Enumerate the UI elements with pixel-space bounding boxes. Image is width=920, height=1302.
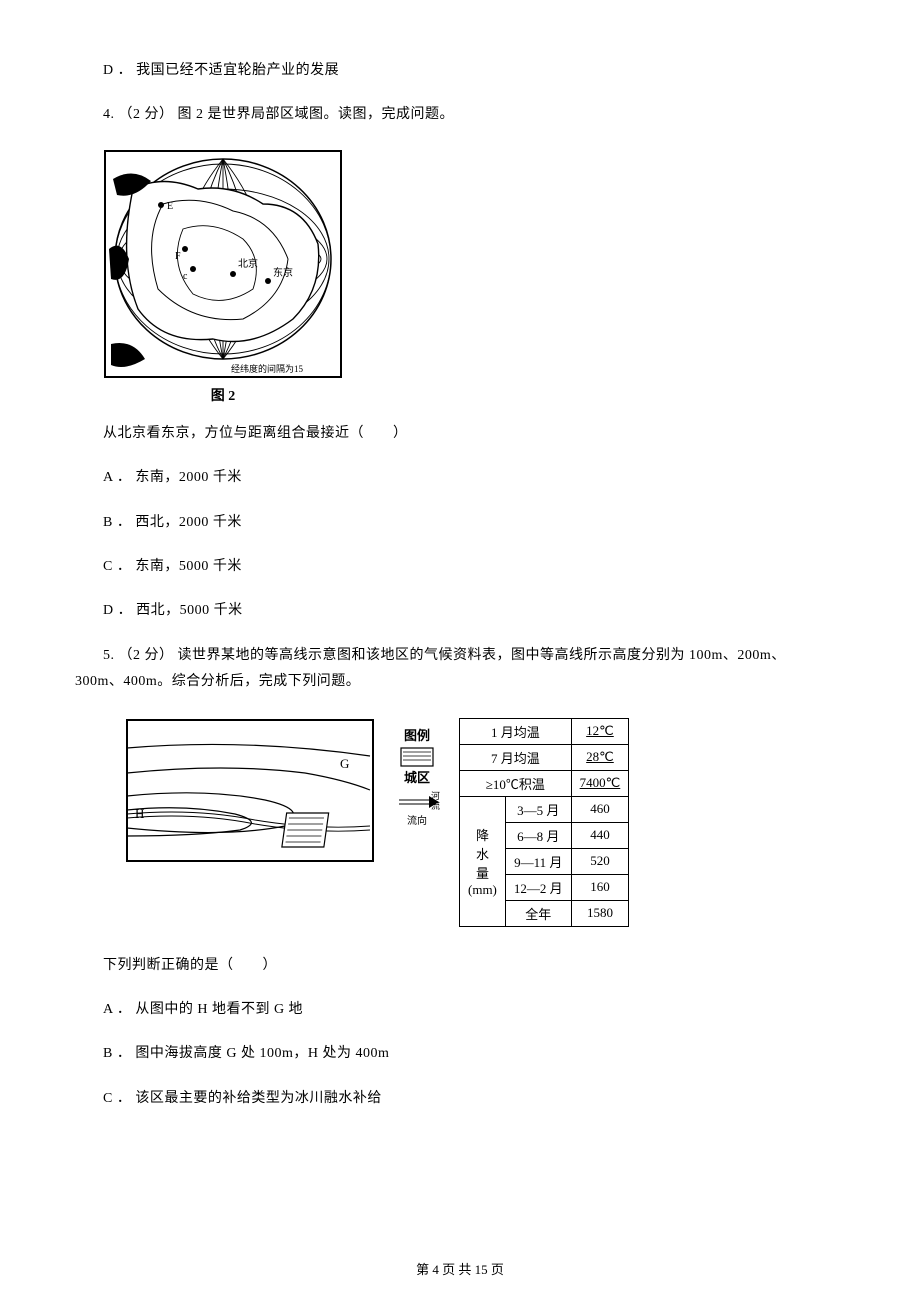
q5-figure-row: H G 图例 城区 河 [125,718,845,927]
q5-option-c: C ． 该区最主要的补给类型为冰川融水补给 [75,1088,845,1110]
table-row: 1 月均温 12℃ [460,718,629,744]
q5-option-a: A ． 从图中的 H 地看不到 G 地 [75,999,845,1021]
legend-title: 图例 [404,728,430,743]
climate-cell: 12℃ [571,718,629,744]
climate-cell: 1580 [571,900,629,926]
q5-sub-question: 下列判断正确的是（ ） [75,955,845,977]
svg-text:H: H [135,806,144,821]
climate-cell: 28℃ [571,744,629,770]
svg-text:城区: 城区 [404,770,430,785]
svg-text:G: G [340,756,349,771]
q4-option-c: C ． 东南，5000 千米 [75,556,845,578]
climate-cell: 12—2 月 [505,874,571,900]
q5-stem-line1: 5. （2 分） 读世界某地的等高线示意图和该地区的气候资料表，图中等高线所示高… [75,645,845,667]
q4-option-d: D ． 西北，5000 千米 [75,600,845,622]
q4-option-b: B ． 西北，2000 千米 [75,512,845,534]
q4-figure-block: E F c 北京 东京 经纬度的间隔为15 图 2 [103,149,845,405]
prev-option-d: D ． 我国已经不适宜轮胎产业的发展 [75,60,845,82]
q4-sub-question: 从北京看东京，方位与距离组合最接近（ ） [75,423,845,445]
climate-cell: 460 [571,796,629,822]
climate-cell: 6—8 月 [505,822,571,848]
table-row: 降 水 量 (mm) 3—5 月 460 [460,796,629,822]
q4-stem: 4. （2 分） 图 2 是世界局部区域图。读图，完成问题。 [75,104,845,126]
svg-text:经纬度的间隔为15: 经纬度的间隔为15 [231,363,304,374]
climate-cell: 7400℃ [571,770,629,796]
svg-text:流向: 流向 [407,814,427,827]
page-footer: 第 4 页 共 15 页 [0,1259,920,1278]
svg-text:东京: 东京 [273,266,293,279]
climate-cell: 520 [571,848,629,874]
q5-stem-line2: 300m、400m。综合分析后，完成下列问题。 [75,671,845,693]
svg-text:北京: 北京 [238,257,258,270]
svg-text:流: 流 [431,800,440,811]
table-row: 7 月均温 28℃ [460,744,629,770]
q4-figure-caption: 图 2 [103,385,343,405]
svg-text:c: c [183,271,188,282]
climate-cell: 1 月均温 [460,718,572,744]
climate-cell: 440 [571,822,629,848]
table-row: ≥10℃积温 7400℃ [460,770,629,796]
climate-cell: 3—5 月 [505,796,571,822]
climate-table: 1 月均温 12℃ 7 月均温 28℃ ≥10℃积温 7400℃ 降 水 量 (… [459,718,629,927]
q4-option-a: A ． 东南，2000 千米 [75,467,845,489]
map-svg: E F c 北京 东京 经纬度的间隔为15 [103,149,343,379]
climate-cell: 9—11 月 [505,848,571,874]
climate-cell: ≥10℃积温 [460,770,572,796]
climate-cell: 7 月均温 [460,744,572,770]
q5-option-b: B ． 图中海拔高度 G 处 100m，H 处为 400m [75,1043,845,1065]
svg-text:河: 河 [431,790,440,801]
legend-svg: 图例 城区 河 流 流向 [389,718,445,863]
precip-label-cell: 降 水 量 (mm) [460,796,506,926]
svg-text:E: E [167,201,173,212]
climate-cell: 全年 [505,900,571,926]
svg-text:F: F [175,251,181,262]
contour-map-svg: H G [125,718,375,863]
climate-cell: 160 [571,874,629,900]
